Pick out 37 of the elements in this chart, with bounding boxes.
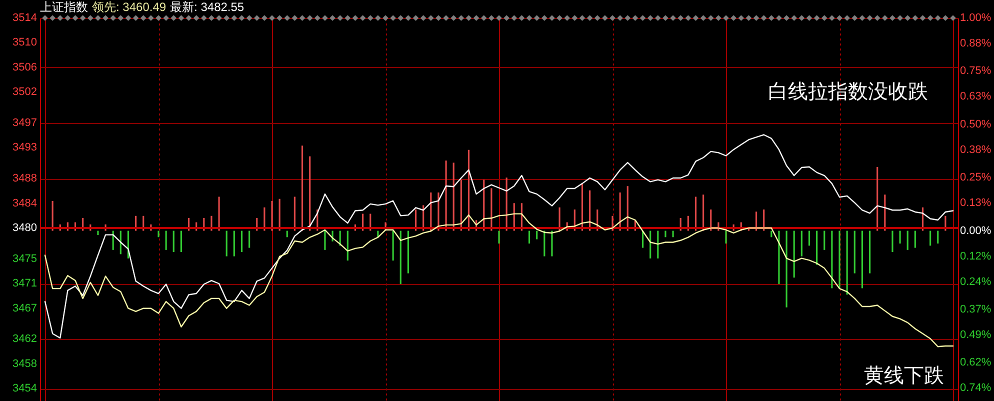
y2-tick-label: 0.50%: [960, 118, 992, 130]
y-tick-label: 3462: [12, 333, 37, 346]
y-tick-label: 3484: [12, 197, 37, 210]
y-tick-label: 3458: [12, 358, 37, 370]
y2-tick-label: 0.00%: [960, 224, 992, 237]
line-series: [44, 213, 954, 348]
annotation: 黄线下跌: [864, 364, 944, 389]
y-tick-label: 3480: [12, 222, 37, 234]
y2-tick-label: 0.75%: [960, 65, 992, 78]
y-tick-label: 3502: [12, 86, 37, 98]
annotation: 白线拉指数没收跌: [768, 80, 928, 105]
y-tick-label: 3514: [12, 12, 37, 24]
y2-tick-label: 0.63%: [960, 90, 992, 103]
y-tick-label: 3497: [12, 117, 37, 130]
y2-tick-label: 0.49%: [960, 329, 992, 342]
y2-tick-label: 0.37%: [960, 304, 992, 316]
y2-tick-label: 1.00%: [960, 12, 992, 24]
y2-tick-label: 0.62%: [960, 356, 992, 369]
y2-tick-label: 0.38%: [960, 144, 992, 156]
line-series: [44, 134, 954, 339]
y2-tick-label: 0.24%: [960, 276, 992, 288]
y2-tick-label: 0.25%: [960, 172, 992, 184]
y-tick-label: 3488: [12, 172, 37, 185]
text: 最新: 3482.55: [170, 0, 244, 14]
text: 领先: 3460.49: [92, 0, 166, 14]
chart-title: 上证指数: [40, 0, 88, 14]
y-tick-label: 3506: [12, 61, 37, 74]
y2-tick-label: 0.13%: [960, 197, 992, 210]
y-tick-label: 3471: [12, 278, 37, 290]
y-tick-label: 3493: [12, 142, 37, 154]
y2-tick-label: 0.74%: [960, 382, 992, 394]
y-tick-label: 3510: [12, 36, 37, 49]
y-tick-label: 3467: [12, 302, 37, 314]
y2-tick-label: 0.88%: [960, 38, 992, 50]
y-tick-label: 3475: [12, 252, 37, 265]
y2-tick-label: 0.12%: [960, 250, 992, 262]
y-tick-label: 3454: [12, 382, 37, 395]
